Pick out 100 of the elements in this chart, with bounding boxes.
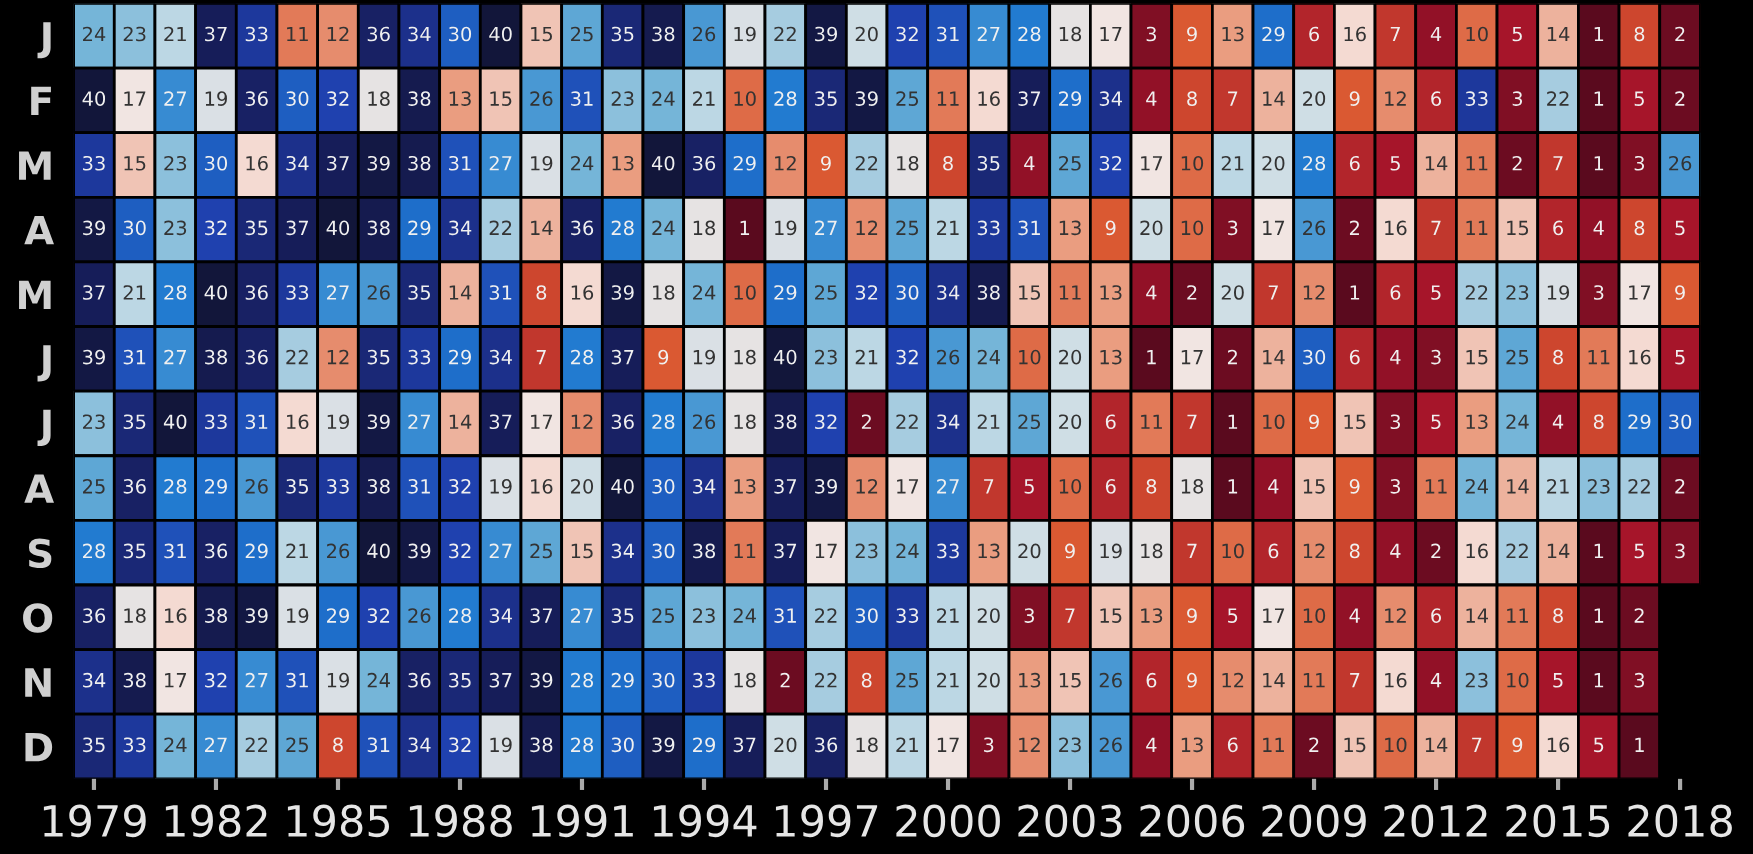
data-label: 38 (367, 220, 390, 236)
data-label: 14 (1466, 608, 1489, 623)
data-label: 32 (367, 608, 390, 623)
data-label: 23 (164, 155, 187, 171)
data-label: 25 (896, 91, 919, 106)
data-label: 40 (163, 414, 187, 430)
data-label: 10 (1059, 479, 1082, 494)
data-label: 37 (489, 414, 512, 430)
data-label: 40 (773, 349, 797, 365)
data-label: 10 (734, 285, 756, 300)
data-label: 38 (367, 479, 390, 494)
data-label: 13 (449, 91, 471, 106)
data-label: 37 (733, 737, 756, 753)
y-tick-label: A (24, 216, 54, 245)
data-label: 10 (1385, 737, 1407, 753)
data-label: 40 (367, 543, 390, 559)
data-label: 13 (1222, 26, 1244, 42)
data-label: 5 (1431, 285, 1441, 300)
data-label: 12 (327, 349, 349, 365)
data-label: 23 (1587, 479, 1610, 494)
data-label: 25 (896, 672, 919, 688)
data-label: 21 (977, 414, 1000, 429)
data-label: 28 (571, 737, 594, 753)
data-label: 29 (205, 479, 227, 494)
data-label: 25 (571, 26, 593, 42)
data-label: 20 (977, 672, 1000, 688)
data-label: 3 (1634, 672, 1645, 688)
data-label: 9 (1187, 608, 1197, 623)
data-label: 10 (734, 91, 756, 106)
data-label: 15 (490, 91, 512, 106)
data-label: 23 (611, 91, 634, 106)
data-label: 26 (1303, 220, 1326, 236)
data-label: 26 (1099, 672, 1122, 688)
data-label: 1 (1228, 479, 1238, 494)
data-label: 23 (815, 349, 837, 365)
data-label: 30 (896, 285, 919, 300)
data-label: 14 (449, 414, 472, 429)
data-label: 33 (83, 155, 105, 171)
data-label: 30 (652, 672, 675, 688)
data-label: 2 (1187, 285, 1197, 300)
data-label: 29 (1059, 91, 1082, 106)
data-label: 27 (489, 543, 512, 559)
data-label: 9 (1349, 91, 1360, 106)
data-label: 30 (286, 91, 309, 106)
y-tick-label: D (25, 732, 53, 762)
data-label: 40 (82, 91, 106, 106)
data-label: 26 (245, 479, 268, 494)
data-label: 33 (327, 479, 349, 494)
data-label: 24 (652, 220, 675, 235)
data-label: 3 (1431, 349, 1441, 365)
data-label: 5 (1024, 479, 1034, 494)
data-label: 19 (1100, 543, 1122, 559)
data-label: 6 (1105, 479, 1116, 494)
data-label: 11 (1466, 156, 1488, 171)
data-label: 5 (1431, 414, 1441, 430)
data-label: 34 (611, 543, 634, 559)
data-label: 33 (245, 26, 268, 42)
data-label: 18 (1181, 479, 1204, 494)
data-label: 17 (124, 91, 146, 106)
data-label: 1 (1350, 285, 1360, 300)
data-label: 3 (1228, 220, 1238, 236)
data-label: 13 (612, 155, 634, 171)
data-label: 6 (1390, 285, 1401, 300)
data-label: 10 (1181, 220, 1204, 236)
data-label: 12 (1019, 737, 1040, 752)
data-label: 20 (1303, 91, 1326, 106)
data-label: 38 (652, 26, 675, 42)
data-label: 17 (937, 737, 959, 752)
x-tick-label: 1982 (165, 804, 267, 838)
data-label: 14 (449, 285, 472, 300)
data-label: 17 (1263, 608, 1285, 623)
y-tick-label: M (19, 151, 51, 180)
data-label: 27 (489, 155, 512, 171)
data-label: 13 (1181, 737, 1203, 753)
data-label: 23 (164, 220, 187, 236)
data-label: 39 (367, 414, 390, 430)
data-label: 34 (937, 414, 960, 430)
data-label: 4 (1349, 608, 1360, 623)
data-label: 19 (327, 672, 349, 688)
data-label: 12 (1303, 543, 1325, 559)
data-label: 10 (1263, 414, 1285, 430)
data-label: 1 (1594, 608, 1604, 623)
data-label: 29 (733, 155, 756, 171)
data-label: 25 (530, 543, 552, 559)
data-label: 32 (855, 285, 878, 300)
data-label: 22 (815, 608, 837, 623)
data-label: 21 (1221, 155, 1244, 171)
data-label: 20 (1059, 349, 1082, 365)
data-label: 35 (449, 672, 471, 688)
data-label: 30 (652, 543, 675, 559)
data-label: 39 (652, 737, 675, 753)
data-label: 1 (1594, 91, 1604, 106)
data-label: 3 (1390, 479, 1401, 494)
data-label: 6 (1105, 414, 1116, 430)
data-label: 35 (611, 608, 634, 623)
data-label: 11 (287, 26, 308, 42)
data-label: 25 (286, 737, 308, 753)
data-label: 38 (530, 737, 553, 753)
data-label: 15 (531, 26, 552, 42)
data-label: 22 (855, 155, 878, 171)
